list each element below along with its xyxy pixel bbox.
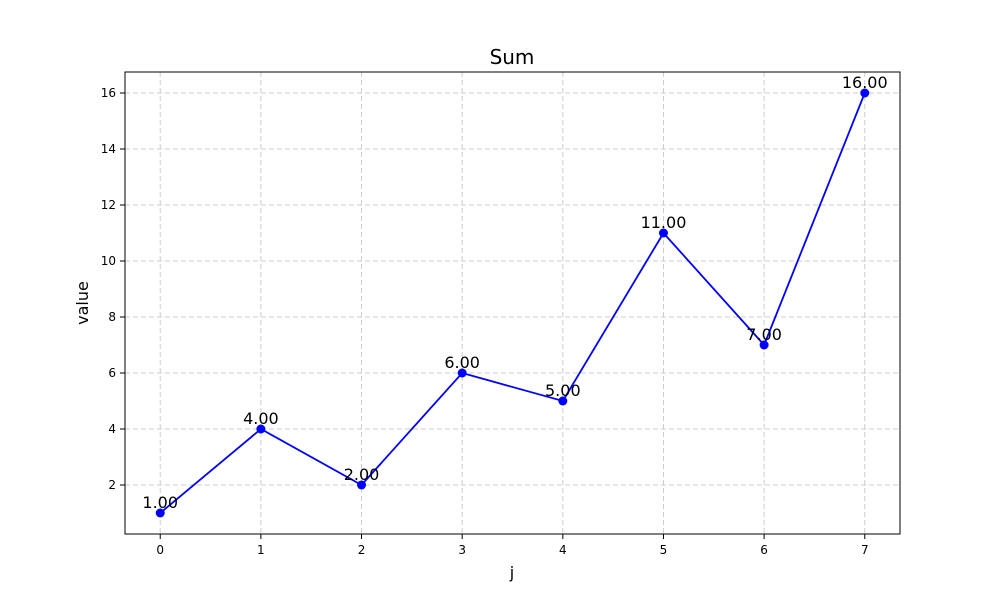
data-label: 11.00 (641, 213, 687, 232)
chart-title: Sum (490, 45, 535, 69)
x-tick-label: 4 (559, 543, 567, 557)
y-tick-label: 6 (108, 366, 116, 380)
data-labels: 1.00 4.00 2.00 6.00 5.00 11.00 7.00 16.00 (142, 73, 887, 512)
data-point (457, 368, 467, 378)
data-point (256, 424, 266, 434)
x-tick-label: 3 (458, 543, 466, 557)
y-tick-label: 2 (108, 478, 116, 492)
data-label: 4.00 (243, 409, 279, 428)
data-point (658, 228, 668, 238)
data-point (357, 480, 367, 490)
x-tick-label: 0 (156, 543, 164, 557)
y-tick-label: 16 (101, 86, 116, 100)
x-tick-label: 2 (358, 543, 366, 557)
series-line (159, 92, 866, 514)
grid (125, 72, 900, 534)
x-tick-label: 7 (861, 543, 869, 557)
y-tick-label: 4 (108, 422, 116, 436)
data-point (759, 340, 769, 350)
y-axis-label: value (73, 281, 92, 325)
x-tick-label: 6 (760, 543, 768, 557)
data-label: 2.00 (344, 465, 380, 484)
y-tick-label: 12 (101, 198, 116, 212)
x-axis-label: j (509, 563, 514, 582)
series (155, 88, 870, 518)
y-tick-label: 14 (101, 142, 116, 156)
data-label: 6.00 (444, 353, 480, 372)
data-point (860, 88, 870, 98)
data-label: 16.00 (842, 73, 888, 92)
data-label: 7.00 (746, 325, 782, 344)
data-point (558, 396, 568, 406)
y-tick-label: 8 (108, 310, 116, 324)
data-label: 5.00 (545, 381, 581, 400)
y-tick-label: 10 (101, 254, 116, 268)
x-tick-label: 1 (257, 543, 265, 557)
data-label: 1.00 (142, 493, 178, 512)
plot-area-frame (124, 71, 901, 535)
x-tick-label: 5 (660, 543, 668, 557)
data-point (155, 508, 165, 518)
